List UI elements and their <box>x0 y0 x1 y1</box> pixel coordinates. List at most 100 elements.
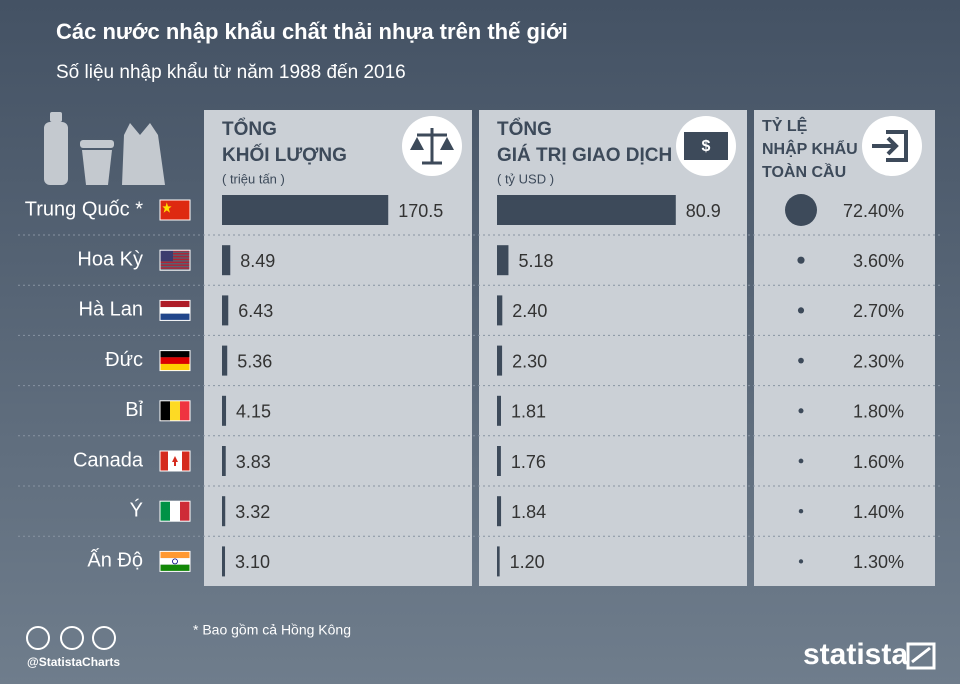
flag <box>160 501 170 522</box>
flag <box>160 307 190 314</box>
flag <box>160 250 190 252</box>
flag <box>160 255 190 258</box>
column-header: TỔNG <box>497 118 552 140</box>
chart-subtitle: Số liệu nhập khẩu từ năm 1988 đến 2016 <box>56 62 406 83</box>
bar <box>497 195 676 225</box>
bubble <box>785 194 817 226</box>
flag-border <box>159 249 191 271</box>
bar <box>222 395 227 426</box>
value-label: 2.40 <box>512 301 547 321</box>
column-header: GIÁ TRỊ GIAO DỊCH <box>497 144 672 166</box>
bubble <box>798 559 804 564</box>
bar <box>222 295 229 326</box>
flag <box>160 564 190 572</box>
flag <box>160 258 190 261</box>
bar <box>497 496 502 527</box>
bar <box>222 195 389 225</box>
value-label: 4.15 <box>236 402 271 422</box>
value-label: 5.18 <box>518 251 553 271</box>
bar <box>497 546 500 577</box>
import-icon <box>862 116 922 176</box>
bar <box>497 245 509 276</box>
panel <box>479 110 747 586</box>
bar <box>222 245 231 276</box>
flag-border <box>159 500 191 522</box>
value-label: 3.32 <box>235 502 270 522</box>
value-label: 1.30% <box>853 552 904 572</box>
bar <box>497 395 502 426</box>
value-label: 8.49 <box>240 251 275 271</box>
flag <box>170 501 180 522</box>
plastic-icons <box>44 112 165 185</box>
category-label: Trung Quốc * <box>25 198 143 220</box>
category-label: Hà Lan <box>79 299 144 321</box>
category-label: Ấn Độ <box>87 549 143 572</box>
scale-icon <box>402 116 462 176</box>
flag <box>160 300 190 308</box>
flag <box>160 501 190 522</box>
value-label: 1.76 <box>511 452 546 472</box>
value-label: 72.40% <box>843 201 904 221</box>
value-label: 2.70% <box>853 301 904 321</box>
column-unit: ( triệu tấn ) <box>222 171 285 186</box>
flag <box>160 551 190 559</box>
bubble <box>797 256 805 264</box>
bar <box>497 446 501 476</box>
value-label: 170.5 <box>398 201 443 221</box>
category-label: Đức <box>105 349 143 371</box>
flag <box>172 558 178 565</box>
bar <box>222 345 228 376</box>
column-header: NHẬP KHẨU <box>762 139 858 158</box>
value-label: 2.30% <box>853 351 904 371</box>
category-label: Hoa Kỳ <box>77 248 143 270</box>
flag-border <box>159 199 191 221</box>
brand: statista <box>803 638 908 671</box>
flag <box>160 551 190 572</box>
money-icon: $ <box>676 116 736 176</box>
value-label: 6.43 <box>238 301 273 321</box>
flag-border <box>159 350 191 372</box>
flag <box>172 456 178 466</box>
value-label: 3.10 <box>235 552 270 572</box>
flag <box>160 300 190 321</box>
category-label: Ý <box>130 498 143 521</box>
flag <box>160 451 168 471</box>
flag <box>160 363 190 371</box>
flag-border <box>159 400 191 422</box>
flag-border <box>159 450 191 472</box>
svg-text:$: $ <box>702 138 711 155</box>
column-header: TỔNG <box>222 118 277 140</box>
credit: @StatistaCharts <box>27 655 120 669</box>
value-label: 1.60% <box>853 452 904 472</box>
value-label: 1.81 <box>511 402 546 422</box>
flag <box>160 400 170 421</box>
panel <box>204 110 472 586</box>
column-header: TOÀN CẦU <box>762 162 846 181</box>
flag-border <box>159 550 191 572</box>
bar <box>497 345 503 376</box>
flag <box>160 313 190 321</box>
chart-title: Các nước nhập khẩu chất thải nhựa trên t… <box>56 19 568 44</box>
flag <box>160 250 190 269</box>
column-header: TỶ LỆ <box>762 116 808 135</box>
flag <box>160 253 190 255</box>
flag <box>160 350 190 371</box>
flag <box>160 264 190 266</box>
column-unit: ( tỷ USD ) <box>497 171 554 186</box>
bar <box>222 446 226 476</box>
flag <box>182 451 190 471</box>
value-label: 1.20 <box>510 552 545 572</box>
flag <box>160 261 190 264</box>
bubble <box>797 307 805 314</box>
value-label: 3.60% <box>853 251 904 271</box>
category-label: Bỉ <box>125 399 143 421</box>
bubble <box>798 408 804 414</box>
value-label: 1.80% <box>853 402 904 422</box>
flag <box>160 250 173 262</box>
flag-border <box>159 299 191 321</box>
value-label: 1.40% <box>853 502 904 522</box>
flag <box>160 350 190 358</box>
license-icons <box>26 626 116 650</box>
bubble <box>798 357 804 364</box>
